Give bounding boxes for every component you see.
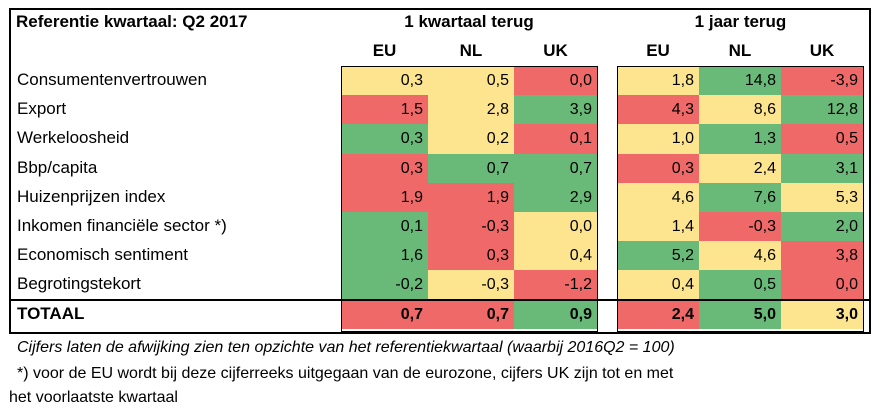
table-cell: 0,3 xyxy=(341,153,428,184)
table-cell: 0,9 xyxy=(514,299,597,330)
column-header-nl: NL xyxy=(459,41,483,60)
table-cell: 0,0 xyxy=(514,66,597,96)
row-label: Begrotingstekort xyxy=(17,274,141,294)
row-label: Inkomen financiële sector *) xyxy=(17,216,227,235)
table-cell: 0,0 xyxy=(781,270,863,301)
table-cell: 3,9 xyxy=(514,95,597,125)
column-header-eu: EU xyxy=(646,41,670,60)
row-label: Werkeloosheid xyxy=(17,128,130,148)
table-frame xyxy=(9,8,871,334)
group-header-year: 1 jaar terug xyxy=(694,12,787,31)
table-cell: 2,0 xyxy=(781,212,863,242)
year-block xyxy=(617,66,864,332)
table-cell: 3,0 xyxy=(781,299,863,330)
quarter-block xyxy=(341,66,598,332)
column-header-uk: UK xyxy=(809,41,835,60)
table-cell: -0,2 xyxy=(341,270,428,301)
table-cell: 3,1 xyxy=(781,153,863,184)
column-header-uk: UK xyxy=(543,41,568,60)
table-cell: 0,3 xyxy=(341,124,428,155)
row-label: Export xyxy=(17,99,67,119)
footnote-star-line2: het voorlaatste kwartaal xyxy=(9,389,178,406)
table-cell: 0,5 xyxy=(428,66,514,96)
table-cell: 0,1 xyxy=(341,212,428,242)
table-cell: 0,0 xyxy=(514,212,597,242)
table-cell: 2,4 xyxy=(699,153,781,184)
table-cell: 0,4 xyxy=(514,241,597,271)
table-title: Referentie kwartaal: Q2 2017 xyxy=(16,12,248,31)
table-cell: 5,3 xyxy=(781,182,863,213)
row-label: Bbp/capita xyxy=(17,157,98,177)
total-separator xyxy=(9,298,871,301)
footnote-main: Cijfers laten de afwijking zien ten opzi… xyxy=(17,339,675,356)
table-cell: 2,8 xyxy=(428,95,514,125)
table-cell: 0,3 xyxy=(617,153,699,184)
table-cell: 0,2 xyxy=(428,124,514,155)
table-cell: 1,6 xyxy=(341,241,428,271)
table-cell: -0,3 xyxy=(428,212,514,242)
table-cell: 3,8 xyxy=(781,241,863,271)
table-cell: 0,3 xyxy=(341,66,428,96)
table-cell: 5,0 xyxy=(699,299,781,330)
table-cell: 2,4 xyxy=(617,299,699,330)
table-cell: 1,3 xyxy=(699,124,781,155)
column-header-eu: EU xyxy=(372,41,397,60)
group-header-quarter: 1 kwartaal terug xyxy=(404,12,534,31)
table-cell: 0,5 xyxy=(781,124,863,155)
column-header-nl: NL xyxy=(728,41,752,60)
table-cell: 1,0 xyxy=(617,124,699,155)
table-cell: 2,9 xyxy=(514,182,597,213)
table-cell: -0,3 xyxy=(428,270,514,301)
table-cell: 0,5 xyxy=(699,270,781,301)
table-cell: 0,1 xyxy=(514,124,597,155)
table-cell: 8,6 xyxy=(699,95,781,125)
table-cell: -3,9 xyxy=(781,66,863,96)
row-label: Huizenprijzen index xyxy=(17,186,166,206)
table-cell: 4,6 xyxy=(699,241,781,271)
row-label: TOTAAL xyxy=(17,303,85,323)
table-cell: 7,6 xyxy=(699,182,781,213)
table-cell: 0,3 xyxy=(428,241,514,271)
row-label: Consumentenvertrouwen xyxy=(17,70,207,89)
table-cell: -1,2 xyxy=(514,270,597,301)
table-cell: 4,6 xyxy=(617,182,699,213)
table-cell: 14,8 xyxy=(699,66,781,96)
table-cell: 1,9 xyxy=(341,182,428,213)
table-cell: 1,8 xyxy=(617,66,699,96)
table-cell: -0,3 xyxy=(699,212,781,242)
table-cell: 0,7 xyxy=(428,299,514,330)
table-cell: 1,5 xyxy=(341,95,428,125)
table-cell: 0,7 xyxy=(428,153,514,184)
table-cell: 1,4 xyxy=(617,212,699,242)
table-cell: 0,7 xyxy=(514,153,597,184)
table-cell: 0,4 xyxy=(617,270,699,301)
table-cell: 12,8 xyxy=(781,95,863,125)
row-label: Economisch sentiment xyxy=(17,245,189,265)
table-cell: 0,7 xyxy=(341,299,428,330)
table-cell: 4,3 xyxy=(617,95,699,125)
table-cell: 5,2 xyxy=(617,241,699,271)
table-cell: 1,9 xyxy=(428,182,514,213)
footnote-star-line1: *) voor de EU wordt bij deze cijferreeks… xyxy=(17,365,674,382)
